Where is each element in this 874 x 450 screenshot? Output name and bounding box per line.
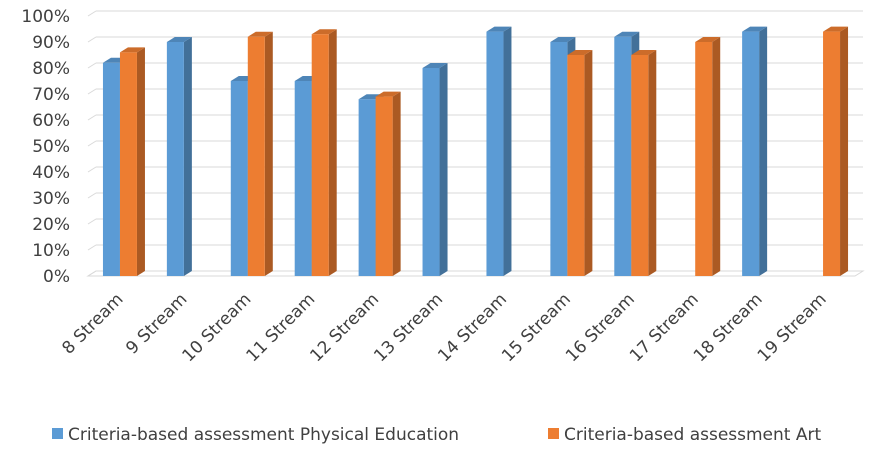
bar-front (166, 42, 184, 276)
legend-item: Criteria-based assessment Physical Educa… (52, 425, 459, 445)
bar-top (567, 50, 593, 55)
y-tick-label: 30% (32, 189, 70, 209)
legend-swatch (548, 428, 559, 439)
x-tick-label: 8 Stream (58, 289, 127, 358)
y-axis: 0% 10% 20% 30% 40% 50% 60% 70% 80% 90% 100% (21, 7, 70, 287)
bar-side (712, 37, 721, 276)
y-tick-label: 40% (32, 163, 70, 183)
bar-top (631, 50, 657, 55)
gridline-side (87, 244, 97, 251)
gridline-side (87, 62, 97, 69)
bar-top (422, 63, 448, 68)
bar (742, 26, 768, 276)
legend-swatch (52, 428, 63, 439)
chart-floor (86, 270, 865, 277)
bar-front (294, 81, 312, 276)
bar-front (358, 99, 376, 276)
x-tick-label: 19 Stream (754, 289, 831, 366)
gridline-side (87, 192, 97, 199)
bar-front (311, 34, 329, 277)
bar-front (119, 52, 137, 277)
bar (486, 26, 512, 276)
bar-side (328, 29, 337, 277)
bar-top (486, 26, 512, 32)
bar-top (695, 37, 721, 42)
bar-top (614, 31, 640, 37)
gridlines (86, 10, 865, 277)
bar-side (584, 50, 593, 276)
bar-top (823, 26, 849, 32)
bar-front (422, 68, 440, 276)
y-tick-label: 90% (32, 33, 70, 53)
y-tick-label: 100% (21, 7, 70, 27)
bar (166, 37, 192, 276)
bars (102, 26, 849, 277)
bar-front (742, 31, 760, 276)
bar-side (840, 26, 849, 276)
legend-label: Criteria-based assessment Physical Educa… (68, 425, 459, 445)
bar (695, 37, 721, 276)
bar-side (264, 31, 273, 276)
bar-front (102, 62, 120, 276)
x-tick-label: 9 Stream (122, 289, 191, 358)
gridline-side (87, 140, 97, 147)
bar (422, 63, 448, 276)
y-tick-label: 0% (43, 267, 70, 287)
bar-front (486, 31, 504, 276)
gridline-side (87, 10, 97, 17)
bar-side (503, 26, 512, 276)
bar-front (375, 96, 393, 276)
y-tick-label: 60% (32, 111, 70, 131)
legend: Criteria-based assessment Physical Educa… (52, 425, 821, 445)
bar (247, 31, 273, 276)
bar-side (759, 26, 768, 276)
bar-front (823, 31, 841, 276)
gridline-side (87, 218, 97, 225)
y-tick-label: 10% (32, 241, 70, 261)
bar-front (230, 81, 248, 276)
bar-top (375, 91, 401, 97)
gridline-side (87, 166, 97, 173)
bar (375, 91, 401, 276)
bar-top (247, 31, 273, 37)
bar-front (614, 36, 632, 276)
bar-front (247, 36, 265, 276)
y-tick-label: 20% (32, 215, 70, 235)
bar-top (742, 26, 768, 32)
y-tick-label: 50% (32, 137, 70, 157)
bar-side (648, 50, 657, 276)
gridline-side (87, 114, 97, 121)
bar (823, 26, 849, 276)
legend-label: Criteria-based assessment Art (564, 425, 821, 445)
bar-side (392, 91, 401, 276)
y-tick-label: 70% (32, 85, 70, 105)
bar (631, 50, 657, 276)
bar-top (166, 37, 192, 42)
bar (567, 50, 593, 276)
bar-front (631, 55, 649, 276)
bar-side (136, 47, 145, 277)
legend-item: Criteria-based assessment Art (548, 425, 821, 445)
bar-front (567, 55, 585, 276)
gridline-side (87, 36, 97, 43)
bar-side (439, 63, 448, 276)
bar (119, 47, 145, 277)
bar-front (550, 42, 568, 276)
y-tick-label: 80% (32, 59, 70, 79)
bar (311, 29, 337, 277)
bar-front (695, 42, 713, 276)
bar-top (311, 29, 337, 35)
bar-side (183, 37, 192, 276)
bar-top (550, 37, 576, 42)
gridline-side (87, 88, 97, 95)
bar-top (119, 47, 145, 53)
